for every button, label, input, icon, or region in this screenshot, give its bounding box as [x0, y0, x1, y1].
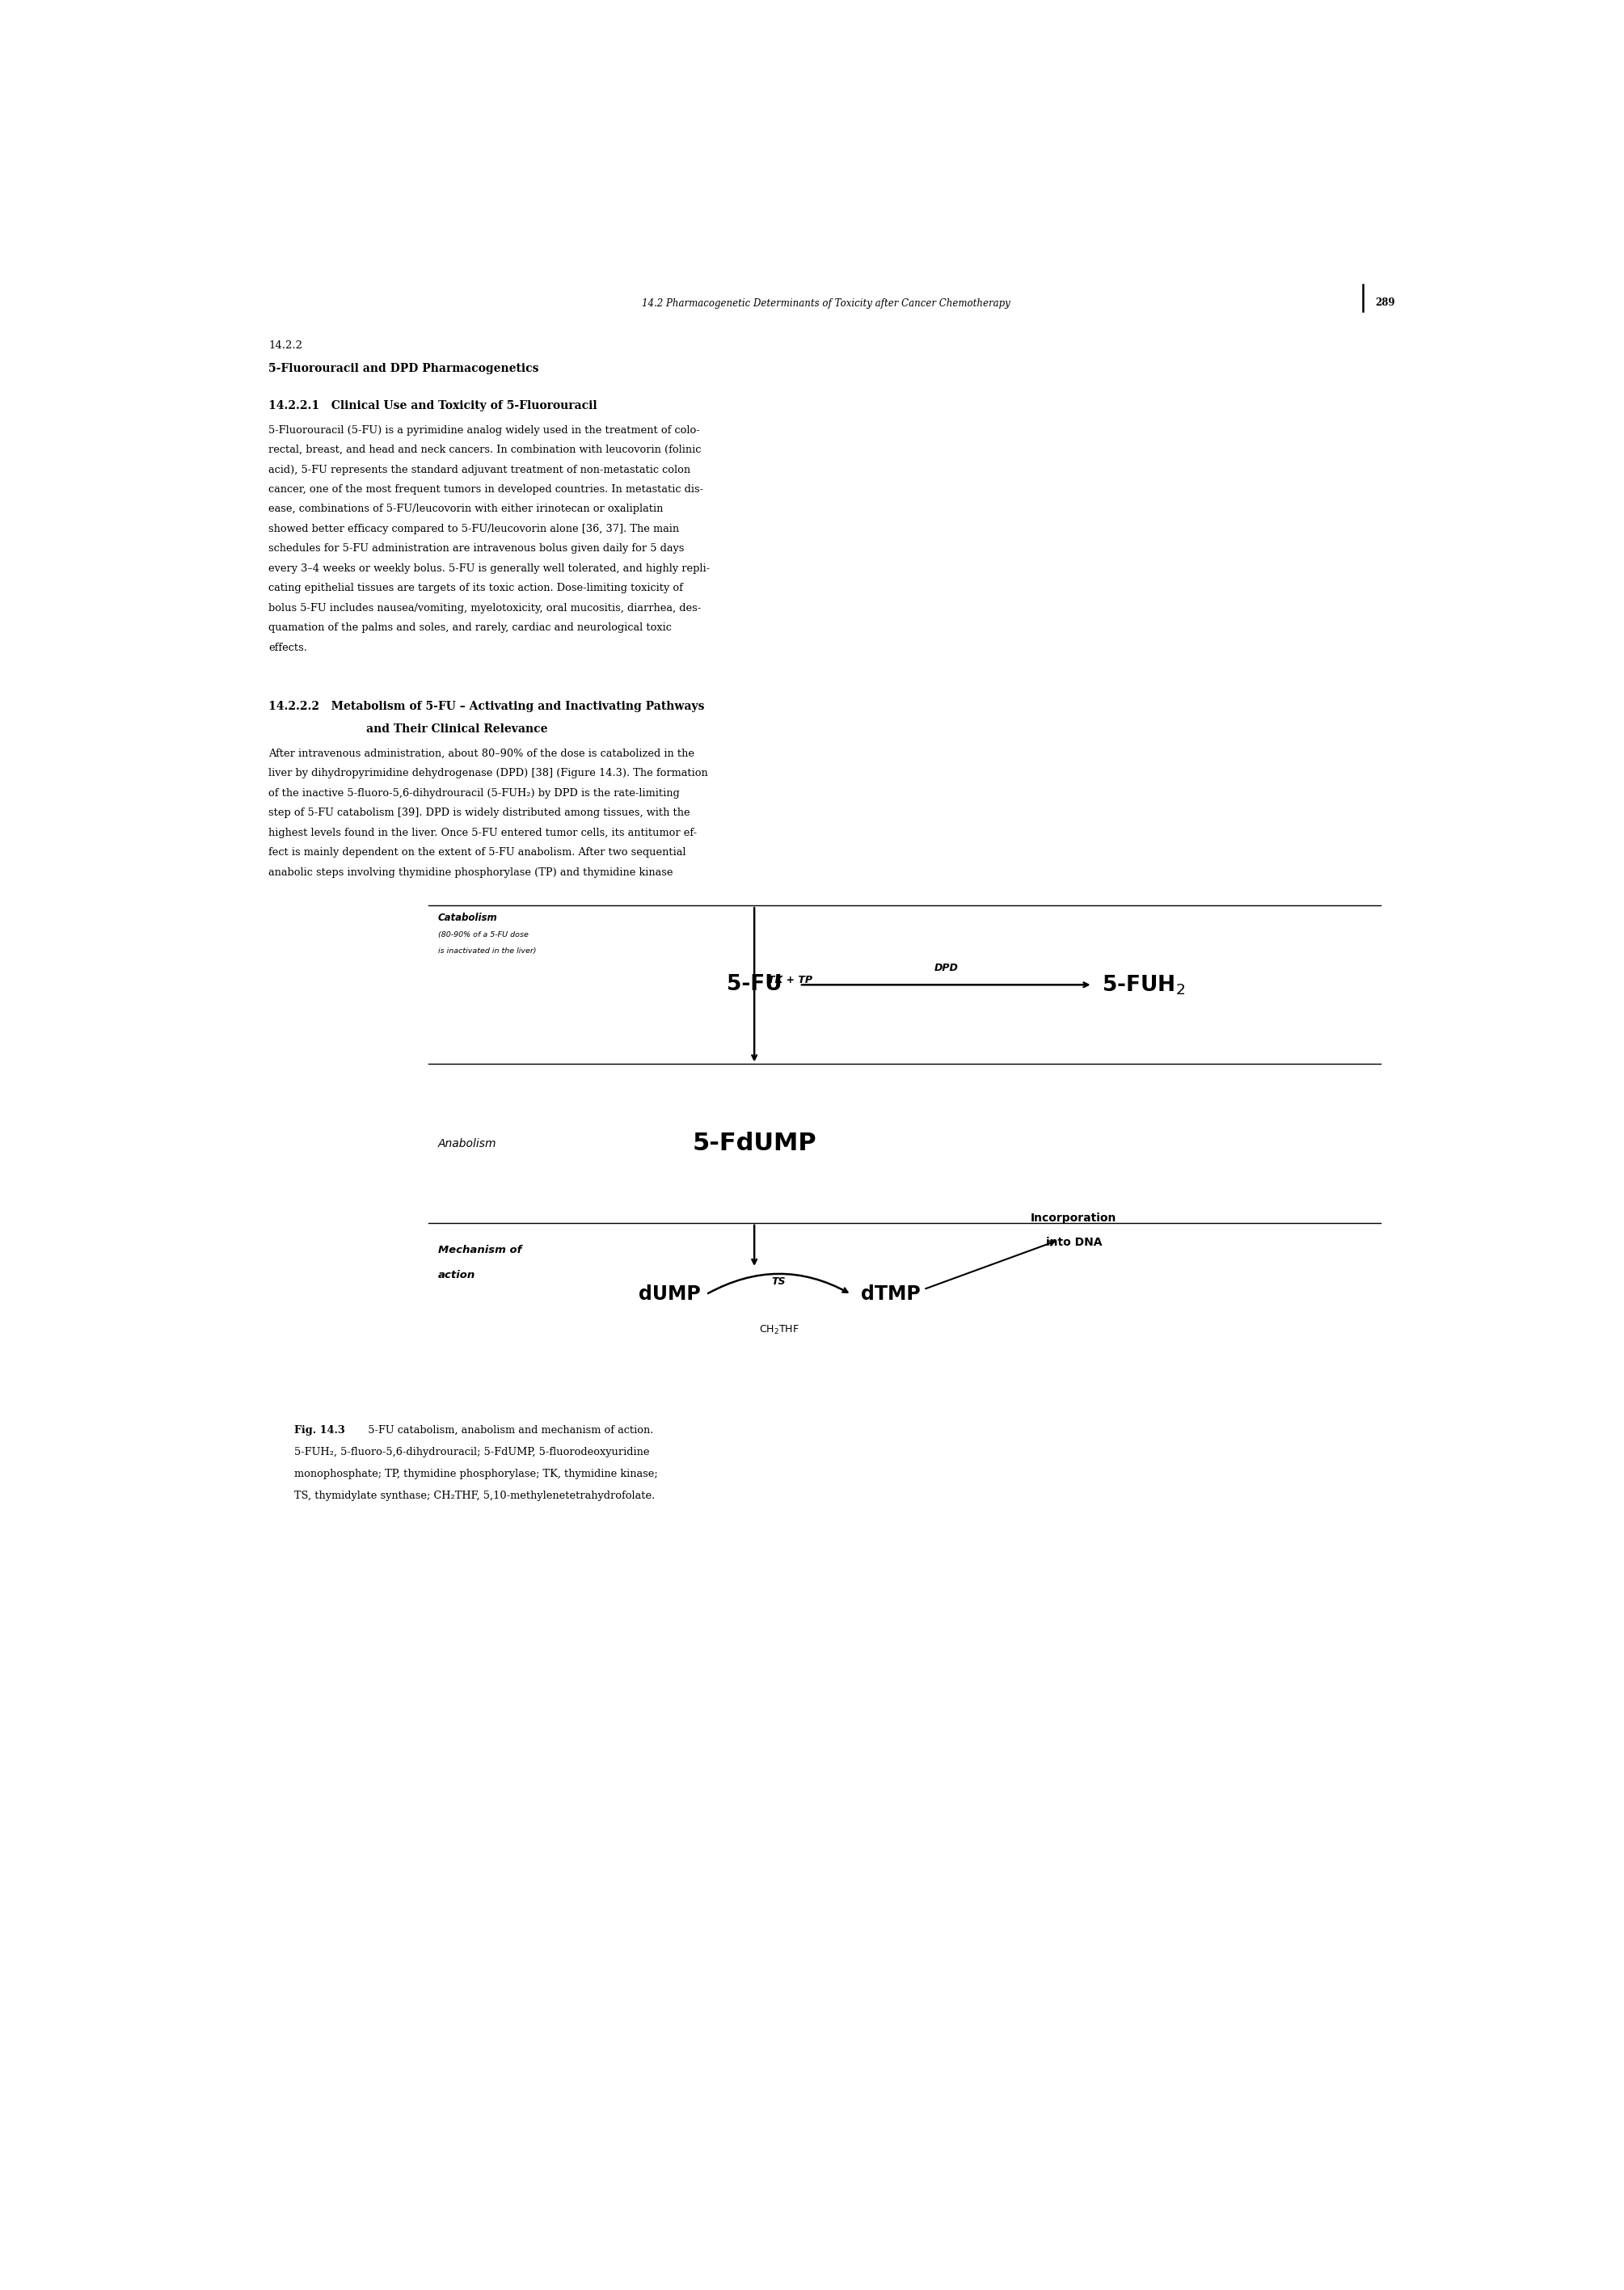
Text: of the inactive 5-fluoro-5,6-dihydrouracil (5-FUH₂) by DPD is the rate-limiting: of the inactive 5-fluoro-5,6-dihydrourac… — [270, 788, 680, 799]
Text: 5-FUH$_2$: 5-FUH$_2$ — [1103, 973, 1186, 996]
Text: highest levels found in the liver. Once 5-FU entered tumor cells, its antitumor : highest levels found in the liver. Once … — [270, 827, 697, 838]
Text: 5-Fluorouracil and DPD Pharmacogenetics: 5-Fluorouracil and DPD Pharmacogenetics — [270, 362, 539, 373]
Text: 14.2.2: 14.2.2 — [270, 341, 302, 350]
Text: and Their Clinical Relevance: and Their Clinical Relevance — [365, 724, 547, 735]
Text: TS, thymidylate synthase; CH₂THF, 5,10-methylenetetrahydrofolate.: TS, thymidylate synthase; CH₂THF, 5,10-m… — [294, 1491, 654, 1500]
Text: schedules for 5-FU administration are intravenous bolus given daily for 5 days: schedules for 5-FU administration are in… — [270, 543, 685, 554]
Text: every 3–4 weeks or weekly bolus. 5-FU is generally well tolerated, and highly re: every 3–4 weeks or weekly bolus. 5-FU is… — [270, 563, 710, 575]
Text: dTMP: dTMP — [861, 1285, 921, 1303]
Text: ease, combinations of 5-FU/leucovorin with either irinotecan or oxaliplatin: ease, combinations of 5-FU/leucovorin wi… — [270, 504, 664, 515]
Text: Incorporation: Incorporation — [1031, 1214, 1117, 1225]
Text: CH$_2$THF: CH$_2$THF — [758, 1324, 799, 1337]
Text: 5-FU: 5-FU — [726, 973, 783, 996]
Text: cancer, one of the most frequent tumors in developed countries. In metastatic di: cancer, one of the most frequent tumors … — [270, 483, 703, 495]
Text: fect is mainly dependent on the extent of 5-FU anabolism. After two sequential: fect is mainly dependent on the extent o… — [270, 847, 687, 859]
Text: Fig. 14.3: Fig. 14.3 — [294, 1424, 344, 1436]
Text: is inactivated in the liver): is inactivated in the liver) — [438, 948, 536, 955]
Text: 5-Fluorouracil (5-FU) is a pyrimidine analog widely used in the treatment of col: 5-Fluorouracil (5-FU) is a pyrimidine an… — [270, 426, 700, 435]
Text: acid), 5-FU represents the standard adjuvant treatment of non-metastatic colon: acid), 5-FU represents the standard adju… — [270, 465, 690, 474]
Text: 289: 289 — [1376, 298, 1395, 307]
Text: 5-FU catabolism, anabolism and mechanism of action.: 5-FU catabolism, anabolism and mechanism… — [362, 1424, 653, 1436]
Text: effects.: effects. — [270, 643, 307, 653]
Text: Catabolism: Catabolism — [438, 914, 497, 923]
Text: 14.2.2.1   Clinical Use and Toxicity of 5-Fluorouracil: 14.2.2.1 Clinical Use and Toxicity of 5-… — [270, 401, 598, 412]
Text: 5-FUH₂, 5-fluoro-5,6-dihydrouracil; 5-FdUMP, 5-fluorodeoxyuridine: 5-FUH₂, 5-fluoro-5,6-dihydrouracil; 5-Fd… — [294, 1447, 650, 1456]
Text: step of 5-FU catabolism [39]. DPD is widely distributed among tissues, with the: step of 5-FU catabolism [39]. DPD is wid… — [270, 808, 690, 818]
Text: After intravenous administration, about 80–90% of the dose is catabolized in the: After intravenous administration, about … — [270, 749, 695, 758]
Text: rectal, breast, and head and neck cancers. In combination with leucovorin (folin: rectal, breast, and head and neck cancer… — [270, 444, 702, 456]
Text: 14.2 Pharmacogenetic Determinants of Toxicity after Cancer Chemotherapy: 14.2 Pharmacogenetic Determinants of Tox… — [641, 298, 1010, 309]
Text: (80-90% of a 5-FU dose: (80-90% of a 5-FU dose — [438, 932, 528, 939]
Text: anabolic steps involving thymidine phosphorylase (TP) and thymidine kinase: anabolic steps involving thymidine phosp… — [270, 868, 674, 877]
Text: liver by dihydropyrimidine dehydrogenase (DPD) [38] (Figure 14.3). The formation: liver by dihydropyrimidine dehydrogenase… — [270, 767, 708, 779]
Text: Mechanism of: Mechanism of — [438, 1246, 521, 1255]
Text: Anabolism: Anabolism — [438, 1138, 497, 1150]
Text: 14.2.2.2   Metabolism of 5-FU – Activating and Inactivating Pathways: 14.2.2.2 Metabolism of 5-FU – Activating… — [270, 701, 705, 712]
Text: bolus 5-FU includes nausea/vomiting, myelotoxicity, oral mucositis, diarrhea, de: bolus 5-FU includes nausea/vomiting, mye… — [270, 602, 702, 614]
Text: into DNA: into DNA — [1046, 1237, 1103, 1248]
Text: TK + TP: TK + TP — [768, 976, 812, 985]
Text: showed better efficacy compared to 5-FU/leucovorin alone [36, 37]. The main: showed better efficacy compared to 5-FU/… — [270, 524, 679, 534]
Text: monophosphate; TP, thymidine phosphorylase; TK, thymidine kinase;: monophosphate; TP, thymidine phosphoryla… — [294, 1468, 658, 1479]
Text: cating epithelial tissues are targets of its toxic action. Dose-limiting toxicit: cating epithelial tissues are targets of… — [270, 584, 684, 593]
Text: DPD: DPD — [934, 964, 958, 973]
Text: 5-FdUMP: 5-FdUMP — [692, 1131, 817, 1154]
Text: dUMP: dUMP — [638, 1285, 700, 1303]
Text: action: action — [438, 1269, 476, 1280]
Text: quamation of the palms and soles, and rarely, cardiac and neurological toxic: quamation of the palms and soles, and ra… — [270, 623, 672, 634]
Text: TS: TS — [771, 1276, 786, 1287]
